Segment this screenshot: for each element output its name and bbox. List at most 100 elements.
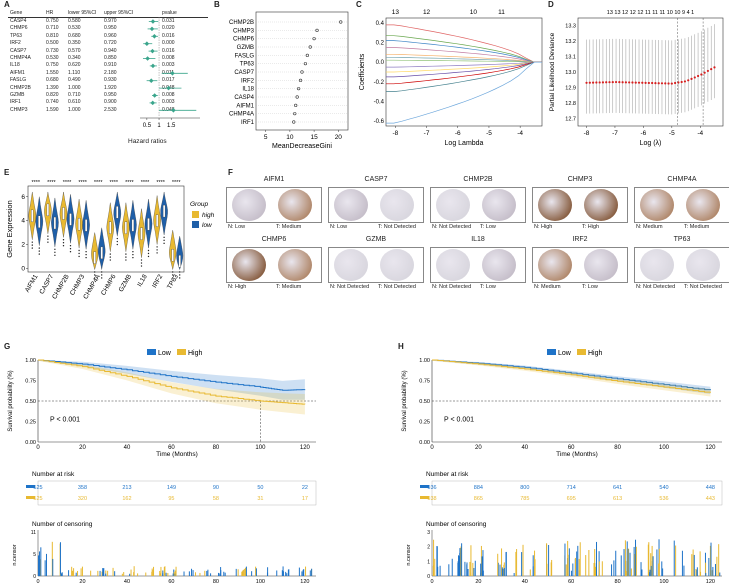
km-censor-bar bbox=[45, 553, 47, 576]
km-y-tick-label: 1.00 bbox=[25, 358, 36, 364]
forest-cell-gene: IRF1 bbox=[10, 99, 21, 106]
km-censor-bar bbox=[434, 558, 436, 576]
km-censor-bar bbox=[593, 562, 595, 576]
km-censor-x-tick-label: 80 bbox=[615, 579, 621, 585]
forest-table-row: AIFM1 1.550 1.110 2.180 0.011 bbox=[8, 69, 208, 76]
cv-x-tick-label: -5 bbox=[669, 130, 675, 137]
ihc-normal-tissue-image bbox=[334, 189, 368, 221]
km-censor-bar bbox=[276, 570, 278, 576]
forest-cell-hr: 0.500 bbox=[46, 40, 59, 47]
gini-gene-label: FASLG bbox=[235, 53, 255, 59]
cv-point bbox=[598, 81, 601, 84]
km-censor-bar bbox=[675, 545, 677, 576]
km-censor-bar bbox=[99, 570, 101, 576]
forest-x-tick-label: 1 bbox=[157, 123, 161, 129]
km-censor-ylabel: n.censor bbox=[12, 544, 18, 565]
forest-cell-pvalue: 0.020 bbox=[162, 25, 175, 32]
km-censor-bar bbox=[683, 565, 685, 576]
km-censor-bar bbox=[570, 570, 572, 576]
ihc-frame bbox=[430, 187, 526, 223]
km-censor-bar bbox=[711, 570, 713, 576]
violin-shape bbox=[176, 236, 184, 271]
violin-sig-label: **** bbox=[110, 180, 119, 186]
cv-y-tick-label: 13.2 bbox=[565, 39, 576, 45]
forest-hr-point bbox=[150, 63, 156, 69]
km-censor-bar bbox=[174, 573, 176, 576]
forest-cell-upper: 0.960 bbox=[104, 32, 117, 39]
cv-y-tick-label: 12.8 bbox=[565, 101, 576, 107]
violin-outlier bbox=[132, 253, 134, 256]
forest-cell-pvalue: 0.008 bbox=[162, 91, 175, 98]
km-censor-bar bbox=[497, 553, 499, 576]
forest-cell-hr: 0.750 bbox=[46, 18, 59, 25]
km-censor-bar bbox=[204, 570, 206, 576]
ihc-frame bbox=[634, 187, 729, 223]
forest-cell-pvalue: 0.048 bbox=[162, 106, 175, 113]
km-censor-bar bbox=[460, 546, 462, 576]
km-censor-bar bbox=[546, 543, 548, 576]
cv-ylabel: Partial Likelihood Deviance bbox=[549, 32, 556, 111]
km-censor-bar bbox=[159, 573, 161, 576]
km-censor-bar bbox=[75, 572, 77, 576]
km-censor-bar bbox=[245, 567, 247, 576]
km-censor-bar bbox=[133, 566, 135, 576]
lasso-y-tick-label: -0.6 bbox=[374, 119, 385, 125]
km-censor-bar bbox=[303, 569, 305, 576]
gini-frame bbox=[255, 11, 349, 131]
cv-x-tick-label: -4 bbox=[697, 130, 703, 137]
km-censor-bar bbox=[546, 563, 548, 576]
km-censor-bar bbox=[613, 560, 615, 576]
ihc-tumor-level: T: Medium bbox=[276, 284, 302, 290]
lasso-x-tick-label: -6 bbox=[455, 130, 461, 137]
km-y-tick-label: 1.00 bbox=[419, 358, 430, 364]
violin-outlier bbox=[31, 241, 33, 243]
km-censor-bar bbox=[601, 561, 603, 576]
gini-point bbox=[315, 28, 319, 32]
km-x-tick-label: 0 bbox=[430, 445, 434, 451]
lasso-y-tick-label: 0.0 bbox=[376, 60, 385, 66]
km-censor-bar bbox=[72, 570, 74, 576]
km-censor-bar bbox=[548, 545, 550, 576]
km-censor-bar bbox=[650, 565, 652, 576]
violin-outlier bbox=[31, 247, 33, 249]
km-censor-bar bbox=[281, 570, 283, 576]
forest-hr-point bbox=[150, 48, 155, 54]
forest-hr-point bbox=[150, 19, 156, 24]
km-censor-bar bbox=[521, 552, 523, 576]
violin-shape bbox=[91, 232, 99, 270]
violin-outlier bbox=[101, 277, 103, 279]
forest-table-row: CASP4 0.750 0.580 0.970 0.031 bbox=[8, 17, 208, 24]
km-censor-y-tick-label: 1 bbox=[427, 559, 430, 565]
gini-gene-label: CHMP6 bbox=[233, 37, 255, 43]
km-censor-x-tick-label: 60 bbox=[568, 579, 574, 585]
lasso-coef-path bbox=[386, 24, 542, 63]
forest-cell-hr: 0.710 bbox=[46, 25, 59, 32]
km-censor-bar bbox=[309, 570, 311, 576]
km-risk-high-swatch bbox=[26, 496, 35, 499]
km-censor-bar bbox=[459, 548, 461, 576]
km-risk-low-value: 149 bbox=[167, 485, 176, 491]
cv-deviance-plot: -8 -7 -6 -5 -4 13.3 13.2 13.1 13.0 12.9 12.8 12.7 13… bbox=[549, 10, 724, 147]
ihc-card: CHMP4A N: Medium T: Medium bbox=[632, 176, 729, 234]
forest-cell-gene: CHMP3 bbox=[10, 106, 28, 113]
km-censor-bar bbox=[255, 566, 257, 576]
km-censor-bar bbox=[568, 548, 570, 576]
lasso-coef-path bbox=[386, 61, 542, 78]
lasso-coef-path bbox=[386, 56, 542, 63]
km-y-tick-label: 0.75 bbox=[25, 379, 36, 385]
forest-x-tick-label: 0.5 bbox=[143, 123, 152, 129]
violin-gene-label: GZMB bbox=[118, 274, 133, 294]
gini-x-tick-label: 10 bbox=[286, 134, 294, 141]
violin-outlier bbox=[78, 249, 80, 252]
violin-box bbox=[116, 206, 119, 219]
lasso-x-tick-label: -5 bbox=[486, 130, 492, 137]
gini-gene-label: GZMB bbox=[237, 45, 254, 51]
forest-cell-pvalue: 0.016 bbox=[162, 47, 175, 54]
ihc-tumor-level: T: Not Detected bbox=[378, 284, 416, 290]
violin-sig-label: **** bbox=[172, 180, 181, 186]
lasso-coefficient-plot: -8 -7 -6 -5 -4 0.4 0.2 0.0 -0.2 -0.4 -0.6 13 12 10 11 L… bbox=[359, 9, 543, 147]
lasso-y-tick-label: -0.2 bbox=[374, 80, 385, 86]
lasso-coef-path bbox=[386, 47, 542, 63]
violin-box bbox=[69, 213, 72, 226]
km-censor-bar bbox=[469, 561, 471, 576]
